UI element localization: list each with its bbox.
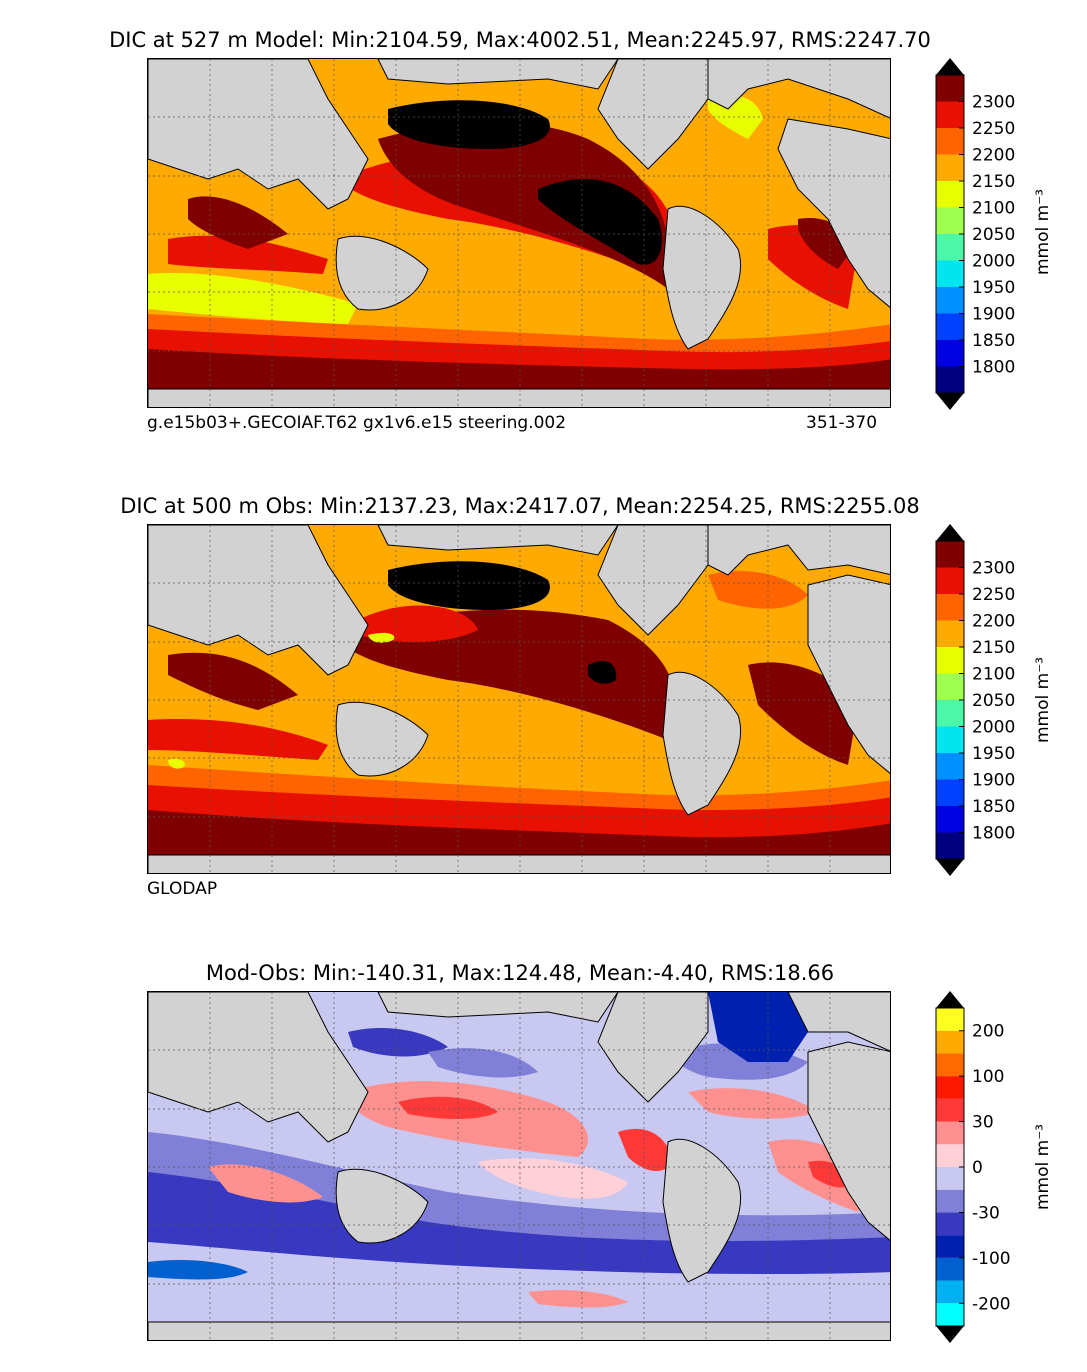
colorbar-tick-label: 2000 bbox=[972, 718, 1015, 738]
colorbar-segment bbox=[936, 753, 964, 780]
colorbar-segment bbox=[936, 726, 964, 753]
colorbar-segment bbox=[936, 1257, 964, 1281]
colorbar-segment bbox=[936, 594, 964, 621]
colorbar-extend-max bbox=[936, 991, 964, 1008]
colorbar-tick-label: 2200 bbox=[972, 612, 1015, 632]
obs-colorbar-unit: mmol m⁻³ bbox=[1033, 657, 1053, 743]
diff-colorbar-unit: mmol m⁻³ bbox=[1033, 1124, 1053, 1210]
colorbar-tick-label: -200 bbox=[972, 1294, 1011, 1314]
colorbar-segment bbox=[936, 260, 964, 287]
model-caption-right: 351-370 bbox=[806, 413, 878, 433]
colorbar-segment bbox=[936, 1280, 964, 1304]
obs-colorbar: 1800 1850 1900 1950 2000 2050 2100 2150 2200 2250… bbox=[935, 524, 1015, 876]
colorbar-segment bbox=[936, 541, 964, 568]
colorbar-tick-label: 2050 bbox=[972, 691, 1015, 711]
model-dic-map bbox=[147, 58, 891, 408]
colorbar-segment bbox=[936, 1030, 964, 1054]
colorbar-segment bbox=[936, 832, 964, 859]
colorbar-segment bbox=[936, 181, 964, 208]
obs-panel-title: DIC at 500 m Obs: Min:2137.23, Max:2417.… bbox=[120, 494, 920, 518]
colorbar-segment bbox=[936, 779, 964, 806]
colorbar-segment bbox=[936, 313, 964, 340]
colorbar-tick-label: 2000 bbox=[972, 252, 1015, 272]
colorbar-tick-label: 1850 bbox=[972, 797, 1015, 817]
colorbar-segment bbox=[936, 673, 964, 700]
colorbar-segment bbox=[936, 75, 964, 102]
colorbar-tick-label: 1850 bbox=[972, 331, 1015, 351]
colorbar-tick-label: -30 bbox=[972, 1203, 1000, 1223]
colorbar-segment bbox=[936, 1076, 964, 1099]
colorbar-segment bbox=[936, 1121, 964, 1145]
colorbar-segment bbox=[936, 700, 964, 727]
diff-panel-title: Mod-Obs: Min:-140.31, Max:124.48, Mean:-… bbox=[205, 961, 835, 985]
colorbar-tick-label: 2200 bbox=[972, 146, 1015, 166]
obs-caption-left: GLODAP bbox=[147, 879, 218, 899]
colorbar-extend-min bbox=[936, 1326, 964, 1343]
colorbar-tick-label: 1950 bbox=[972, 744, 1015, 764]
colorbar-segment bbox=[936, 207, 964, 234]
colorbar-tick-label: 1900 bbox=[972, 771, 1015, 791]
model-colorbar: 1800 1850 1900 1950 2000 2050 2100 2150 2200 2250… bbox=[935, 58, 1015, 410]
colorbar-extend-min bbox=[936, 859, 964, 876]
colorbar-tick-label: 30 bbox=[972, 1113, 994, 1133]
colorbar-segment bbox=[936, 1212, 964, 1236]
colorbar-segment bbox=[936, 234, 964, 261]
colorbar-tick-label: -100 bbox=[972, 1249, 1011, 1269]
colorbar-tick-label: 2250 bbox=[972, 585, 1015, 605]
colorbar-tick-label: 2050 bbox=[972, 225, 1015, 245]
colorbar-tick-label: 2150 bbox=[972, 172, 1015, 192]
colorbar-extend-min bbox=[936, 393, 964, 410]
colorbar-tick-label: 1950 bbox=[972, 278, 1015, 298]
colorbar-tick-label: 1900 bbox=[972, 305, 1015, 325]
colorbar-segment bbox=[936, 647, 964, 674]
colorbar-segment bbox=[936, 101, 964, 128]
diff-dic-map bbox=[147, 991, 891, 1341]
colorbar-tick-label: 100 bbox=[972, 1067, 1004, 1087]
colorbar-tick-label: 0 bbox=[972, 1158, 983, 1178]
colorbar-segment bbox=[936, 567, 964, 594]
diff-colorbar: -200 -100 -30 0 30 100 200 bbox=[935, 991, 1011, 1343]
obs-dic-map bbox=[147, 524, 891, 874]
colorbar-tick-label: 200 bbox=[972, 1022, 1004, 1042]
colorbar-segment bbox=[936, 287, 964, 314]
colorbar-segment bbox=[936, 1235, 964, 1258]
colorbar-segment bbox=[936, 1098, 964, 1122]
colorbar-extend-max bbox=[936, 58, 964, 75]
colorbar-segment bbox=[936, 366, 964, 393]
colorbar-tick-label: 2100 bbox=[972, 665, 1015, 685]
colorbar-segment bbox=[936, 154, 964, 181]
model-caption-left: g.e15b03+.GECOIAF.T62 gx1v6.e15 steering… bbox=[147, 413, 567, 433]
colorbar-segment bbox=[936, 340, 964, 367]
colorbar-tick-label: 2300 bbox=[972, 559, 1015, 579]
model-panel-title: DIC at 527 m Model: Min:2104.59, Max:400… bbox=[109, 28, 931, 52]
colorbar-tick-label: 1800 bbox=[972, 824, 1015, 844]
colorbar-segment bbox=[936, 620, 964, 647]
colorbar-tick-label: 2100 bbox=[972, 199, 1015, 219]
colorbar-segment bbox=[936, 1053, 964, 1077]
colorbar-segment bbox=[936, 1167, 964, 1190]
colorbar-segment bbox=[936, 128, 964, 155]
colorbar-segment bbox=[936, 1189, 964, 1213]
colorbar-tick-label: 2300 bbox=[972, 93, 1015, 113]
colorbar-segment bbox=[936, 1144, 964, 1167]
colorbar-segment bbox=[936, 1303, 964, 1326]
colorbar-extend-max bbox=[936, 524, 964, 541]
colorbar-tick-label: 2150 bbox=[972, 638, 1015, 658]
colorbar-segment bbox=[936, 806, 964, 833]
colorbar-tick-label: 2250 bbox=[972, 119, 1015, 139]
model-colorbar-unit: mmol m⁻³ bbox=[1033, 189, 1053, 275]
colorbar-tick-label: 1800 bbox=[972, 358, 1015, 378]
colorbar-segment bbox=[936, 1008, 964, 1031]
